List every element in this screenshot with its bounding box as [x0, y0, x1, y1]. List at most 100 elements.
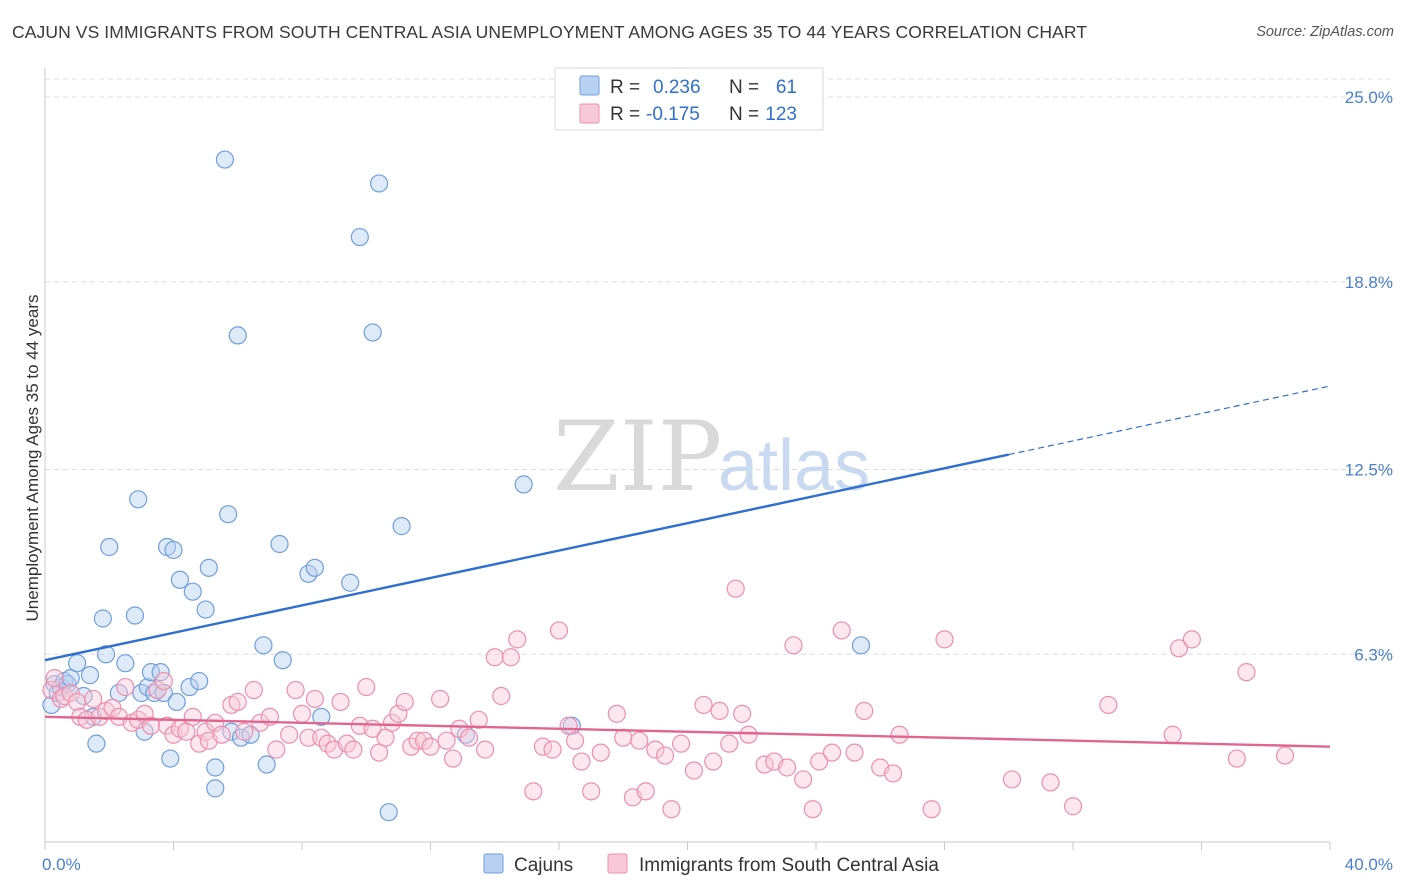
- immigrant-point: [810, 752, 829, 771]
- immigrant-point: [357, 677, 376, 697]
- cajun-point: [270, 534, 289, 554]
- immigrant-point: [726, 579, 745, 598]
- legend-n-value-immigrants: 123: [765, 104, 797, 125]
- legend-swatch-immigrants: [579, 103, 600, 124]
- watermark: ZIP atlas: [553, 401, 870, 513]
- immigrant-point: [421, 737, 440, 756]
- cajun-point: [370, 174, 389, 193]
- immigrant-point: [1169, 639, 1189, 658]
- immigrant-point: [655, 746, 675, 765]
- immigrant-point: [443, 749, 463, 768]
- immigrant-point: [630, 731, 649, 750]
- immigrant-point: [733, 704, 752, 723]
- stats-legend-box: [554, 67, 824, 131]
- immigrant-point: [228, 692, 247, 712]
- immigrant-point: [549, 621, 569, 640]
- immigrant-point: [235, 722, 254, 741]
- legend-r-value-cajuns: 0.236: [653, 77, 701, 98]
- x-tick-label: 0.0%: [42, 855, 81, 874]
- cajun-point: [273, 651, 292, 670]
- cajun-point: [379, 803, 398, 822]
- immigrant-point: [299, 728, 318, 747]
- cajun-point: [93, 609, 112, 628]
- watermark-zip: ZIP: [553, 401, 722, 513]
- immigrant-point: [591, 743, 610, 762]
- cajun-point: [190, 671, 209, 691]
- cajun-point: [257, 755, 276, 774]
- immigrant-point: [684, 761, 704, 780]
- immigrant-point: [524, 782, 543, 801]
- immigrant-point: [1099, 695, 1118, 715]
- cajun-point: [206, 779, 225, 798]
- immigrant-point: [1227, 749, 1246, 768]
- immigrant-point: [492, 686, 511, 706]
- cajun-trend-extension: [1008, 385, 1331, 456]
- cajun-point: [196, 600, 215, 619]
- series-legend-swatch-immigrants: [607, 853, 628, 874]
- immigrant-point: [45, 668, 64, 688]
- immigrant-point: [1275, 746, 1295, 765]
- immigrant-point: [822, 743, 842, 762]
- cajun-point: [125, 606, 145, 625]
- immigrant-point: [1182, 630, 1201, 649]
- legend-swatch-cajuns: [579, 75, 600, 96]
- immigrant-point: [485, 648, 504, 667]
- immigrant-point: [582, 782, 601, 801]
- immigrant-point: [84, 689, 103, 709]
- immigrant-point: [777, 758, 797, 777]
- immigrant-point: [739, 725, 758, 744]
- immigrant-point: [280, 725, 299, 744]
- legend-n-label-immigrants: N =: [729, 104, 759, 125]
- immigrant-point: [61, 683, 80, 703]
- cajun-point: [392, 517, 411, 536]
- immigrant-point: [607, 704, 626, 723]
- axes: [44, 68, 1331, 850]
- immigrant-point: [646, 740, 665, 759]
- cajun-point: [312, 707, 331, 726]
- cajun-point: [219, 505, 238, 524]
- cajun-point: [851, 636, 871, 655]
- immigrant-point: [845, 743, 864, 762]
- cajun-point: [170, 570, 190, 589]
- immigrant-point: [636, 782, 655, 801]
- immigrant-point: [292, 704, 312, 723]
- cajun-point: [87, 734, 106, 753]
- series-legend-label-immigrants: Immigrants from South Central Asia: [639, 855, 939, 876]
- immigrant-point: [803, 800, 822, 819]
- immigrant-point: [720, 734, 739, 753]
- immigrant-point: [832, 621, 851, 640]
- cajun-trend-line: [44, 453, 1010, 662]
- chart-title: CAJUN VS IMMIGRANTS FROM SOUTH CENTRAL A…: [12, 22, 1088, 42]
- immigrant-point: [1041, 773, 1060, 792]
- cajun-point: [100, 537, 119, 557]
- legend-r-value-immigrants: -0.175: [646, 104, 700, 125]
- immigrant-point: [437, 731, 456, 750]
- immigrant-point: [267, 740, 286, 759]
- immigrant-point: [565, 731, 585, 750]
- immigrant-point: [662, 800, 681, 819]
- immigrant-point: [154, 671, 173, 691]
- cajun-point: [350, 227, 369, 247]
- immigrant-point: [508, 630, 527, 649]
- immigrant-point: [459, 728, 479, 747]
- immigrant-point: [1163, 725, 1182, 744]
- immigrant-trend-line: [44, 715, 1331, 748]
- source-label: Source: ZipAtlas.com: [1256, 24, 1394, 40]
- cajun-point: [341, 573, 360, 592]
- immigrant-point: [469, 710, 488, 729]
- immigrant-point: [883, 764, 903, 783]
- immigrant-point: [141, 716, 161, 735]
- immigrant-point: [1063, 797, 1083, 816]
- series-legend: Cajuns Immigrants from South Central Asi…: [483, 853, 939, 876]
- immigrant-point: [501, 648, 520, 667]
- legend-n-value-cajuns: 61: [776, 77, 797, 98]
- legend-r-label-cajuns: R =: [610, 77, 640, 98]
- trend-lines: [44, 385, 1331, 748]
- immigrant-point: [922, 800, 941, 819]
- immigrant-point: [572, 752, 591, 771]
- immigrant-point: [103, 698, 122, 718]
- immigrant-point: [286, 680, 305, 700]
- cajun-point: [305, 558, 324, 577]
- immigrant-point: [382, 713, 402, 732]
